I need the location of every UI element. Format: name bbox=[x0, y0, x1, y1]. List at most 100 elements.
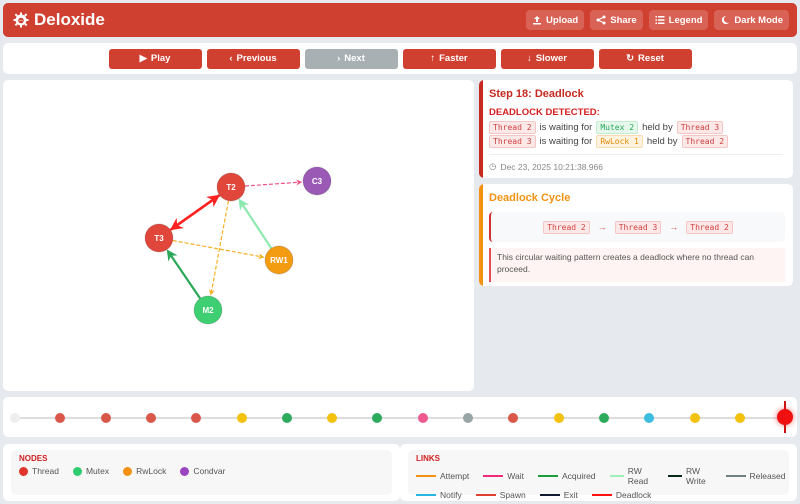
node-m2[interactable]: M2 bbox=[193, 295, 223, 325]
line-text: held by bbox=[646, 136, 678, 147]
divider bbox=[489, 154, 783, 155]
legend-line-swatch bbox=[667, 475, 683, 477]
edge-rw-read[interactable] bbox=[238, 198, 273, 249]
timeline-step-dot[interactable] bbox=[644, 413, 655, 423]
deadlock-line: Thread 2 is waiting for Mutex 2 held by … bbox=[489, 121, 724, 134]
legend-dot-swatch bbox=[72, 466, 82, 476]
legend-label: Exit bbox=[563, 490, 578, 500]
legend-label: Acquired bbox=[561, 471, 596, 481]
thread-tag: Thread 2 bbox=[681, 135, 729, 148]
faster-label: Faster bbox=[439, 53, 468, 64]
graph-canvas[interactable]: T2 C3 T3 RW1 M2 bbox=[3, 80, 474, 391]
legend-label: Released bbox=[749, 471, 786, 481]
svg-text:M2: M2 bbox=[202, 306, 214, 315]
timeline-step-dot[interactable] bbox=[508, 413, 519, 423]
links-legend: LINKS Attempt Wait Acquired RW Read RW Write… bbox=[400, 444, 797, 501]
timeline-step-dot[interactable] bbox=[417, 413, 428, 423]
mutex-tag: Mutex 2 bbox=[596, 121, 639, 134]
nodes-legend-title: NODES bbox=[19, 454, 48, 463]
timeline-current-step[interactable] bbox=[777, 409, 793, 425]
moon-icon bbox=[722, 15, 730, 24]
thread-tag: Thread 3 bbox=[676, 121, 724, 134]
previous-label: Previous bbox=[236, 53, 277, 64]
timeline-step-dot[interactable] bbox=[191, 413, 202, 423]
legend-button[interactable]: Legend bbox=[648, 10, 709, 30]
legend-label: RwLock bbox=[136, 466, 167, 476]
gear-logo-icon bbox=[13, 12, 29, 28]
node-rw1[interactable]: RW1 bbox=[264, 245, 294, 275]
step-title: Step 18: Deadlock bbox=[489, 88, 584, 100]
legend-line-swatch bbox=[483, 475, 504, 477]
timeline-step-dot[interactable] bbox=[598, 413, 609, 423]
upload-label: Upload bbox=[546, 14, 579, 26]
list-icon bbox=[655, 16, 665, 24]
timeline-step-dot[interactable] bbox=[327, 413, 338, 423]
slower-button[interactable]: ↓ Slower bbox=[500, 48, 594, 69]
timeline-step-dot[interactable] bbox=[553, 413, 564, 423]
legend-label: RW Write bbox=[686, 466, 706, 486]
legend-label: Deadlock bbox=[615, 490, 652, 500]
next-label: Next bbox=[344, 53, 365, 64]
timeline-step-dot[interactable] bbox=[734, 413, 745, 423]
cycle-accent-bar bbox=[479, 184, 483, 286]
share-button[interactable]: Share bbox=[590, 10, 643, 30]
arrow-up-icon: ↑ bbox=[430, 53, 436, 64]
brand: Deloxide bbox=[13, 10, 105, 30]
edge-acquired[interactable] bbox=[166, 249, 202, 300]
legend-item: Exit bbox=[539, 490, 578, 500]
timeline-step-dot[interactable] bbox=[55, 413, 66, 423]
share-label: Share bbox=[610, 14, 637, 26]
cycle-title: Deadlock Cycle bbox=[489, 192, 571, 204]
play-icon: ▶ bbox=[139, 53, 147, 64]
timeline-step-dot[interactable] bbox=[10, 413, 20, 423]
legend-label: RW Read bbox=[627, 466, 649, 486]
rwlock-tag: RwLock 1 bbox=[596, 135, 643, 148]
timeline[interactable] bbox=[3, 397, 797, 437]
next-button[interactable]: › Next bbox=[304, 48, 398, 69]
legend-item: Condvar bbox=[180, 466, 225, 476]
node-c3[interactable]: C3 bbox=[302, 166, 332, 196]
legend-item: Wait bbox=[483, 471, 524, 481]
reset-label: Reset bbox=[638, 53, 664, 64]
chevron-left-icon: ‹ bbox=[229, 53, 233, 64]
edge-attempt[interactable] bbox=[208, 200, 230, 296]
node-t2[interactable]: T2 bbox=[216, 172, 246, 202]
legend-label: Wait bbox=[507, 471, 524, 481]
timestamp: ◷ Dec 23, 2025 10:21:38.966 bbox=[489, 161, 603, 172]
timeline-step-dot[interactable] bbox=[689, 413, 700, 423]
legend-item: Deadlock bbox=[591, 490, 652, 500]
legend-label: Condvar bbox=[193, 466, 226, 476]
thread-tag: Thread 2 bbox=[686, 220, 733, 234]
timeline-step-dot[interactable] bbox=[281, 413, 292, 423]
legend-item: Attempt bbox=[416, 471, 469, 481]
app-header: Deloxide Upload Share Legend Dark Mode bbox=[3, 3, 797, 37]
share-icon bbox=[596, 15, 606, 25]
faster-button[interactable]: ↑ Faster bbox=[402, 48, 496, 69]
legend-line-swatch bbox=[609, 475, 624, 477]
edge-attempt[interactable] bbox=[172, 239, 265, 260]
timeline-step-dot[interactable] bbox=[236, 413, 247, 423]
dark-mode-button[interactable]: Dark Mode bbox=[714, 10, 789, 30]
timeline-step-dot[interactable] bbox=[100, 413, 111, 423]
play-label: Play bbox=[150, 53, 171, 64]
timeline-step-dot[interactable] bbox=[145, 413, 156, 423]
dependency-graph[interactable]: T2 C3 T3 RW1 M2 bbox=[3, 80, 474, 391]
timeline-step-dot[interactable] bbox=[372, 413, 383, 423]
upload-button[interactable]: Upload bbox=[526, 10, 585, 30]
chevron-right-icon: › bbox=[337, 53, 341, 64]
play-button[interactable]: ▶ Play bbox=[108, 48, 202, 69]
thread-tag: Thread 3 bbox=[614, 220, 662, 234]
timeline-step-dot[interactable] bbox=[463, 413, 473, 423]
edge-wait[interactable] bbox=[244, 179, 303, 187]
edge-deadlock[interactable] bbox=[169, 194, 220, 231]
reset-button[interactable]: ↻ Reset bbox=[598, 48, 692, 69]
thread-tag: Thread 3 bbox=[489, 135, 536, 148]
cycle-note: This circular waiting pattern creates a … bbox=[489, 248, 785, 282]
slower-label: Slower bbox=[535, 53, 567, 64]
node-t3[interactable]: T3 bbox=[144, 223, 174, 253]
deadlock-alert: DEADLOCK DETECTED: bbox=[489, 107, 600, 118]
previous-button[interactable]: ‹ Previous bbox=[206, 48, 300, 69]
links-legend-title: LINKS bbox=[416, 454, 440, 463]
arrow-right-icon: → bbox=[669, 222, 679, 232]
reset-icon: ↻ bbox=[626, 53, 635, 64]
